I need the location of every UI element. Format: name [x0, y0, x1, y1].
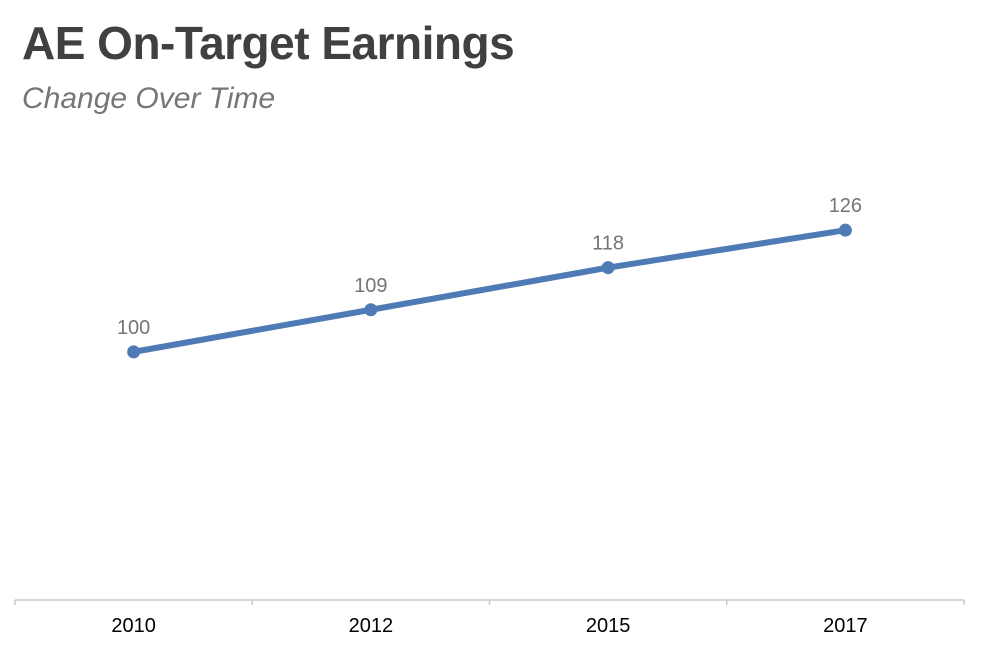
data-point — [364, 303, 378, 317]
chart-title: AE On-Target Earnings — [22, 17, 515, 69]
chart-subtitle: Change Over Time — [22, 82, 276, 115]
data-label: 126 — [829, 195, 862, 217]
x-tick-label: 2015 — [586, 615, 631, 637]
data-point — [838, 223, 852, 237]
data-label: 118 — [592, 233, 624, 255]
x-tick-label: 2010 — [111, 615, 156, 637]
series-line — [130, 227, 849, 355]
x-axis: 2010 2012 2015 2017 — [14, 599, 965, 637]
x-tick-label: 2017 — [823, 615, 868, 637]
data-point — [601, 261, 615, 275]
x-tick-label: 2012 — [349, 615, 394, 637]
series-layer — [127, 223, 852, 359]
data-point — [127, 345, 141, 359]
data-labels: 100 109 118 126 — [117, 195, 862, 339]
data-label: 109 — [354, 275, 387, 297]
data-label: 100 — [117, 317, 150, 339]
